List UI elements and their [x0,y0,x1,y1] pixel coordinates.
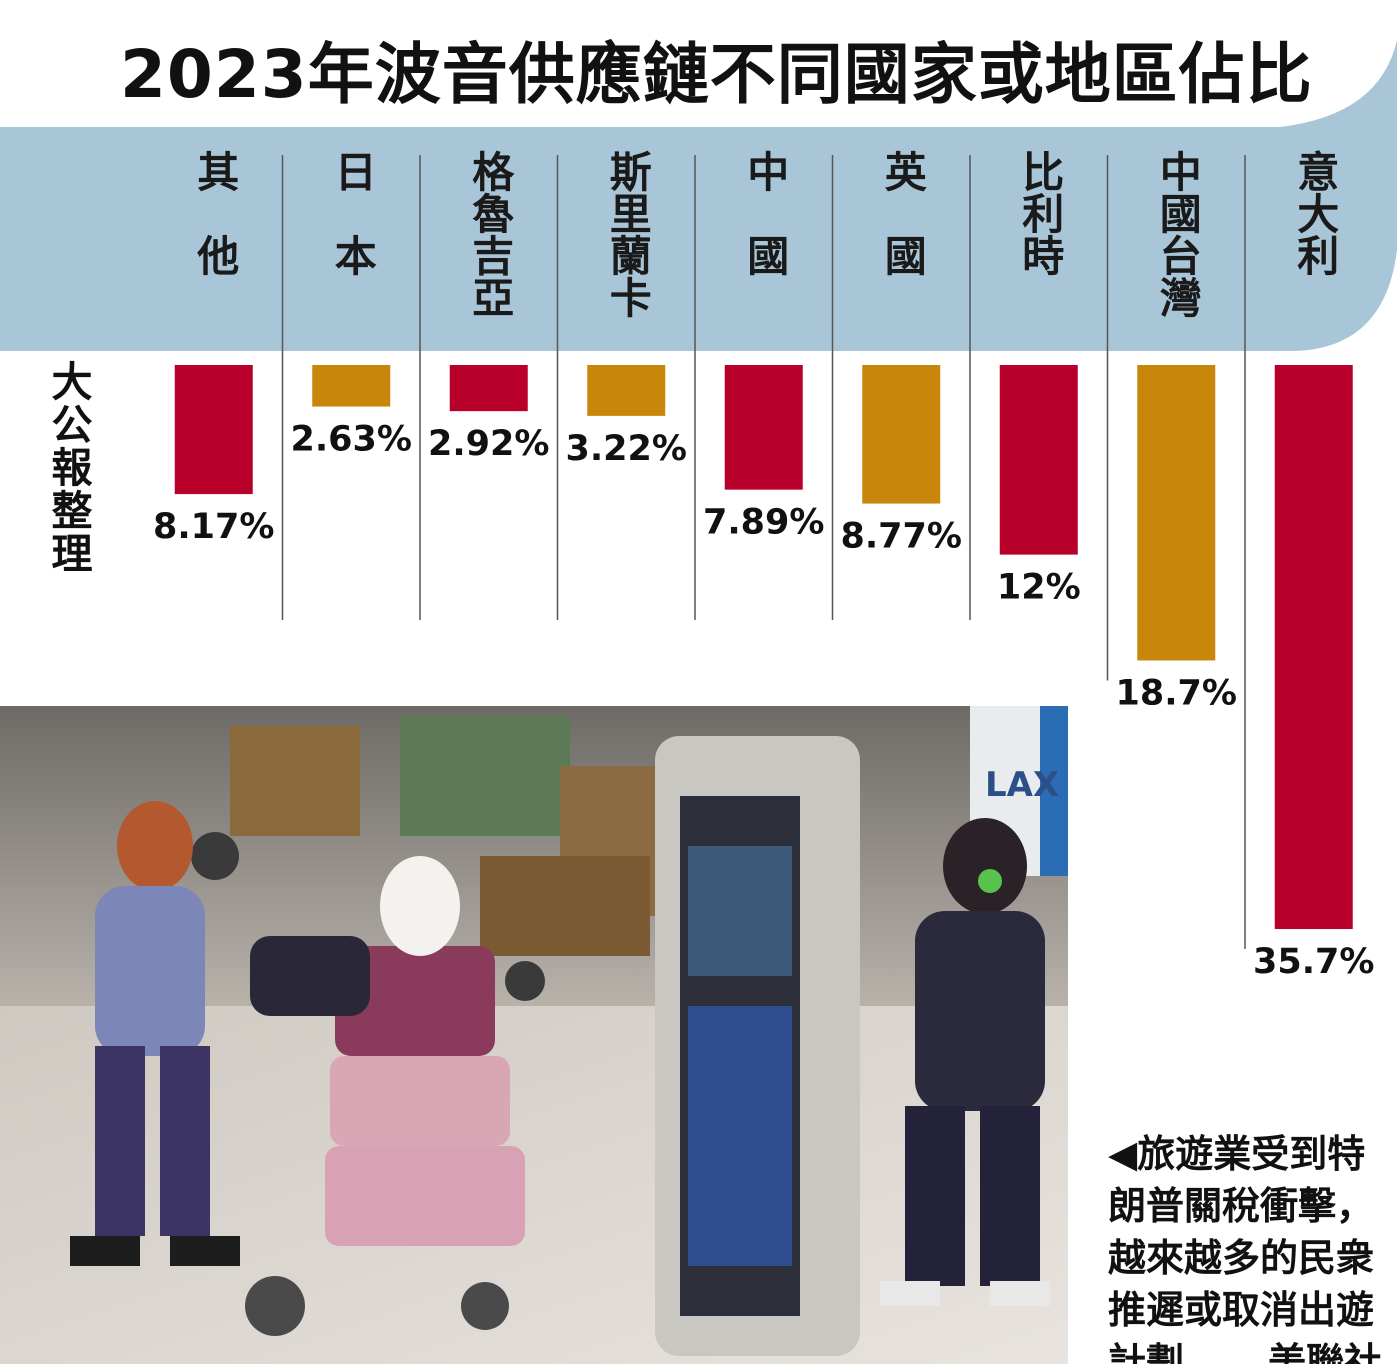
chart-title: 2023年波音供應鏈不同國家或地區佔比 [120,36,1313,113]
caption-line: 推遲或取消出遊 [1108,1288,1375,1332]
photo-caption: ◀旅遊業受到特 朗普關稅衝擊， 越來越多的民衆 推遲或取消出遊 計劃。 美聯社 [1108,1128,1397,1364]
category-label: 斯里蘭卡 [603,150,653,318]
bar [999,365,1078,555]
category-label: 日本 [328,150,378,318]
bar [312,365,391,407]
value-label: 12% [997,568,1081,608]
bar [449,365,528,412]
bar [1274,365,1353,930]
caption-line: 朗普關稅衝擊， [1108,1184,1375,1228]
bar [724,365,803,490]
value-label: 2.92% [428,424,549,464]
source-credit: 大公報整理 [44,360,92,575]
category-label: 格魯吉亞 [465,150,515,318]
value-label: 2.63% [291,420,412,460]
lax-sign: LAX [985,765,1059,805]
value-label: 18.7% [1116,673,1237,713]
category-label: 其他 [190,150,240,318]
photo-credit: 美聯社 [1268,1340,1383,1364]
value-label: 7.89% [703,503,824,543]
category-label: 英國 [878,150,928,318]
bar [587,365,666,416]
category-label: 意大利 [1290,150,1340,276]
bar [1137,365,1216,661]
value-label: 8.17% [153,507,274,547]
caption-line: ◀旅遊業受到特 [1108,1132,1366,1176]
value-label: 8.77% [841,517,962,557]
caption-text: 計劃。 [1108,1340,1223,1364]
value-label: 35.7% [1253,942,1374,982]
header-band [0,40,1397,351]
category-label: 中國台灣 [1153,150,1203,318]
category-label: 中國 [740,150,790,318]
bar [174,365,253,495]
airport-photo: LAX [0,706,1068,1364]
caption-last-line: 計劃。 美聯社 [1108,1336,1397,1364]
bar-chart: 8.17% 2.63% 2.92% 3.22% 7.89% 8.77% 12% 18.7% 35… [153,155,1374,982]
caption-line: 越來越多的民衆 [1108,1236,1375,1280]
bar [862,365,941,504]
value-label: 3.22% [566,429,687,469]
category-label: 比利時 [1015,150,1065,276]
